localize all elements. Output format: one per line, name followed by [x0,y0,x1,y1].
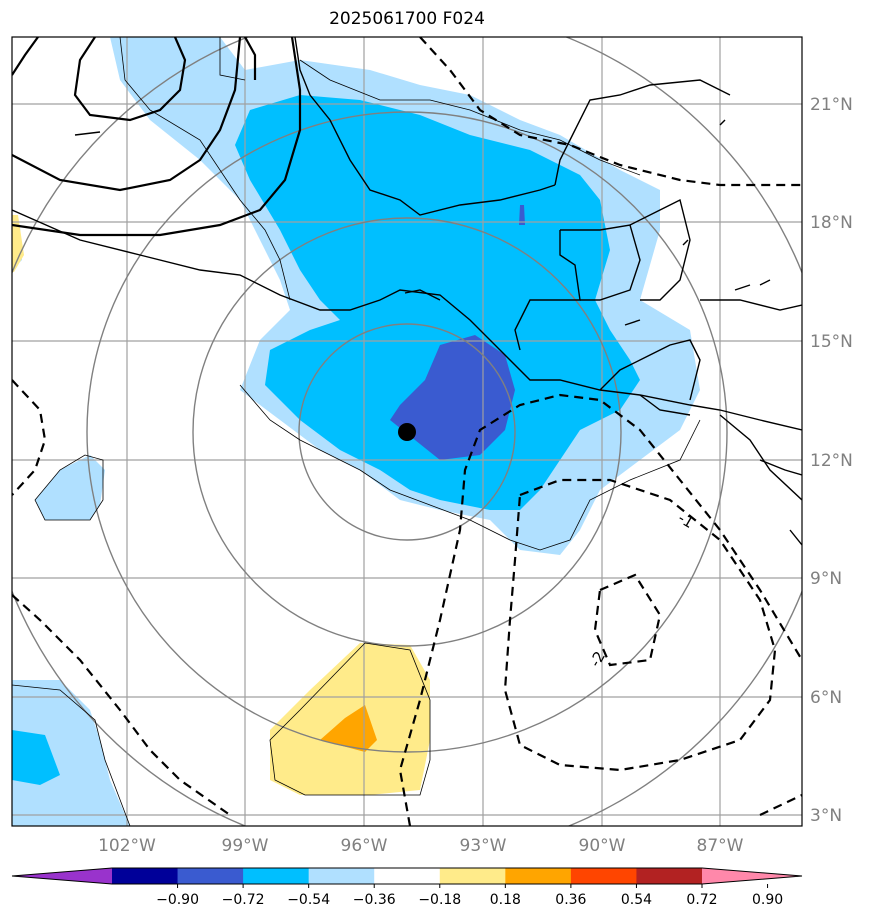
lat-label-15n: 15°N [810,332,853,352]
colorbar-extend-high [702,868,802,884]
lon-label-87w: 87°W [697,836,744,856]
colorbar-swatch [505,868,572,884]
colorbar-outline [11,867,803,885]
colorbar-tick-label: 0.18 [490,892,521,908]
coastlines [12,37,802,546]
map-area: -1 -2 [12,37,802,826]
lat-label-18n: 18°N [810,213,853,233]
range-rings [12,37,802,826]
colorbar-tick-label: 0.72 [686,892,717,908]
colorbar-swatch [308,868,375,884]
colorbar-tick-label: 0.36 [555,892,586,908]
colorbar-swatch [112,868,179,884]
colorbar-swatch [636,868,703,884]
lon-label-102w: 102°W [98,836,156,856]
colorbar-tick-label: −0.90 [156,892,199,908]
colorbar-tick-label: 0.90 [752,892,783,908]
colorbar-tick-label: −0.54 [287,892,330,908]
colorbar-tick-label: −0.18 [418,892,461,908]
lat-labels: 21°N 18°N 15°N 12°N 9°N 6°N 3°N [810,95,853,826]
colorbar-tick-label: −0.36 [353,892,396,908]
colorbar: −0.90 −0.72 −0.54 −0.36 −0.18 0.18 0.36 0.54 0.7… [11,867,803,908]
lon-label-90w: 90°W [579,836,626,856]
colorbar-swatch [570,868,637,884]
map-title: 2025061700 F024 [329,9,485,29]
lon-labels: 102°W 99°W 96°W 93°W 90°W 87°W [98,836,744,856]
lat-label-6n: 6°N [810,688,842,708]
lat-label-9n: 9°N [810,569,842,589]
lat-label-21n: 21°N [810,95,853,115]
lon-label-99w: 99°W [222,836,269,856]
storm-center-marker [398,423,416,441]
colorbar-swatch [439,868,506,884]
dashed-contours [12,37,802,826]
shading-deep-sky-blue [12,95,640,785]
colorbar-extend-low [12,868,112,884]
colorbar-tick-label: 0.54 [621,892,652,908]
graticule [12,37,802,826]
colorbar-swatch [243,868,310,884]
lon-label-96w: 96°W [341,836,388,856]
colorbar-swatch [374,868,441,884]
contour-label-minus-two: -2 [586,648,609,670]
solid-contours [12,37,302,237]
colorbar-tick-label: −0.72 [222,892,265,908]
lon-label-93w: 93°W [460,836,507,856]
coastline-thin [12,37,701,826]
map-frame [11,36,803,827]
lat-label-3n: 3°N [810,806,842,826]
contour-label-minus-one: -1 [675,509,697,532]
shading-orange [320,705,377,752]
lat-label-12n: 12°N [810,451,853,471]
colorbar-swatch [177,868,244,884]
